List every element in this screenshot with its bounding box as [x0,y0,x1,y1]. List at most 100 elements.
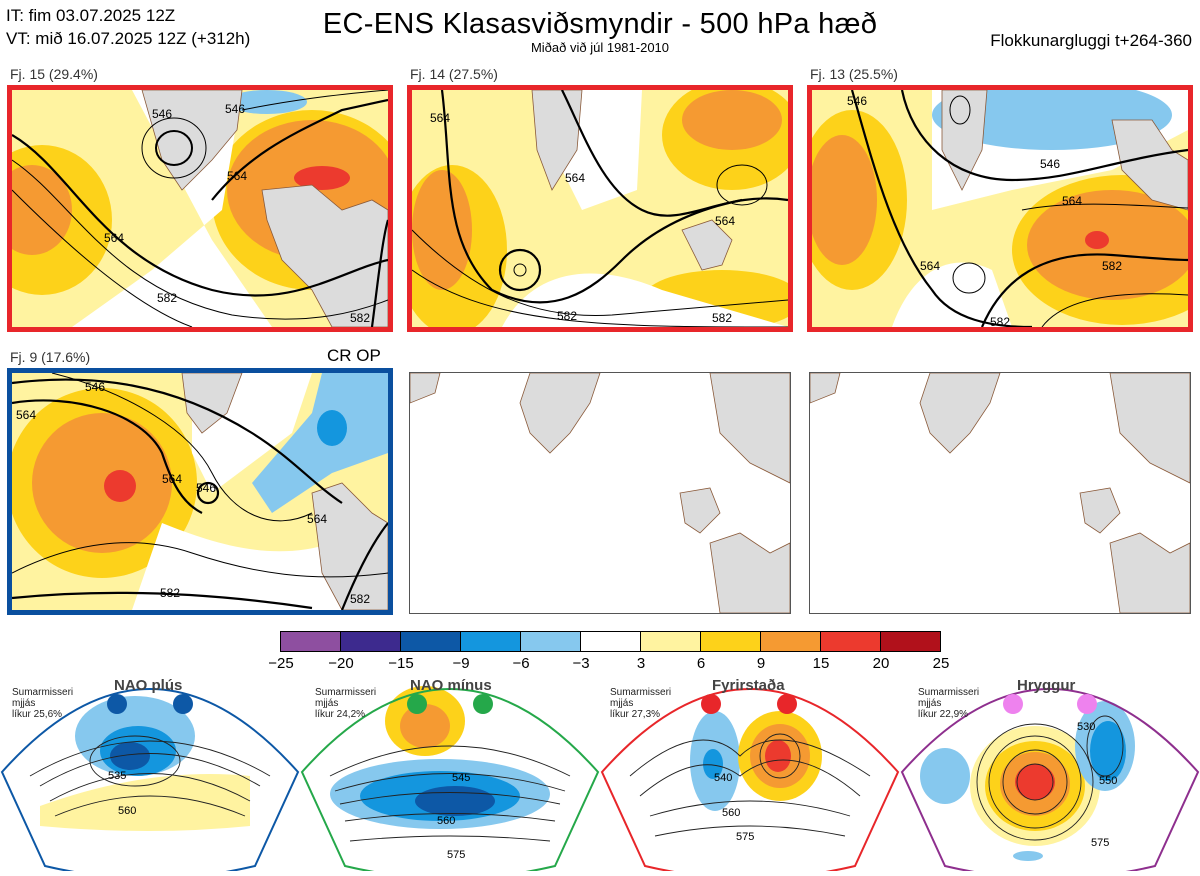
regime-fan-nao-plus [0,688,300,876]
regime-contour-label: 550 [1099,775,1117,787]
regime-metric: mjjás [12,698,36,709]
page-title: EC-ENS Klasasviðsmyndir - 500 hPa hæð [322,8,878,40]
contour-label: 564 [715,214,735,228]
cluster-map-2: 564 564 564 582 582 [407,85,793,332]
land-areas [141,90,388,327]
contour-label: 582 [557,309,577,323]
contour-label: 546 [847,94,867,108]
colorbar-tick-label: −6 [512,655,530,672]
contour-label: 582 [157,291,177,305]
anomaly-field [412,90,788,327]
regime-probability: líkur 24,2% [315,709,366,720]
empty-map-5 [409,372,791,614]
regime-info-nao-minus: Sumarmisseri mjjás líkur 24,2% [315,687,376,720]
classification-window: Flokkunargluggi t+264-360 [990,31,1192,50]
contour-label: 564 [430,111,450,125]
colorbar-tick-label: −25 [268,655,294,672]
colorbar-tick-label: 15 [812,655,830,672]
contour-label: 582 [160,586,180,600]
contour-label: 564 [565,171,585,185]
colorbar-segment [580,631,641,652]
regime-season: Sumarmisseri [315,687,377,698]
contour-label: 564 [162,472,182,486]
land-areas [531,90,733,271]
height-contours [850,90,1188,327]
colorbar [280,631,942,652]
contour-label: 546 [225,102,245,116]
colorbar-segment [280,631,341,652]
colorbar-tick-label: 3 [636,655,646,672]
empty-map-6 [809,372,1191,614]
contour-label: 564 [920,259,940,273]
regime-contour-label: 560 [722,807,740,819]
regime-fans: 535 560 545 560 575 540 560 575 530 550 … [0,686,1200,876]
regime-contour-label: 540 [714,772,732,784]
colorbar-tick-label: 25 [932,655,950,672]
contour-label: 564 [104,231,124,245]
colorbar-segment [460,631,521,652]
regime-contour-label: 530 [1077,721,1095,733]
regime-season: Sumarmisseri [610,687,672,698]
contour-label: 564 [1062,194,1082,208]
regime-info-ridge: Sumarmisseri mjjás líkur 22,9% [918,687,979,720]
colorbar-tick-label: −3 [572,655,590,672]
regime-info-blocking: Sumarmisseri mjjás líkur 27,3% [610,687,671,720]
colorbar-tick-label: 20 [872,655,890,672]
contour-label: 546 [196,481,216,495]
colorbar-segment [640,631,701,652]
initial-time: IT: fim 03.07.2025 12Z [6,6,176,25]
land-areas [810,373,1190,613]
regime-probability: líkur 27,3% [610,709,661,720]
contour-label: 546 [1040,157,1060,171]
colorbar-tick-label: 9 [756,655,766,672]
regime-probability: líkur 25,6% [12,709,63,720]
colorbar-tick-label: 6 [696,655,706,672]
cluster-map-4: 546 546 564 564 564 582 582 [7,368,393,615]
regime-fan-blocking [600,688,900,876]
colorbar-segment [880,631,941,652]
header-info: IT: fim 03.07.2025 12Z VT: mið 16.07.202… [6,4,250,50]
regime-season: Sumarmisseri [918,687,980,698]
contour-label: 582 [990,315,1010,327]
regime-info-nao-plus: Sumarmisseri mjjás líkur 25,6% [12,687,73,720]
colorbar-segment [700,631,761,652]
colorbar-segment [400,631,461,652]
regime-fan-nao-minus [300,686,600,876]
colorbar-segment [340,631,401,652]
regime-title-blocking: Fyrirstaða [712,677,785,694]
cluster-label-3: Fj. 13 (25.5%) [810,66,898,82]
contour-label: 546 [85,380,105,394]
colorbar-tick-label: −20 [328,655,354,672]
contour-label: 546 [152,107,172,121]
land-areas [181,373,388,610]
cluster-map-1: 546 546 564 564 582 582 [7,85,393,332]
regime-contour-label: 535 [108,770,126,782]
cluster-label-4: Fj. 9 (17.6%) [10,349,91,365]
contour-label: 582 [1102,259,1122,273]
land-areas [410,373,790,613]
regime-contour-label: 545 [452,772,470,784]
colorbar-segment [820,631,881,652]
control-operational-tag: CR OP [327,346,381,365]
regime-metric: mjjás [315,698,339,709]
regime-metric: mjjás [610,698,634,709]
contour-label: 564 [307,512,327,526]
regime-probability: líkur 22,9% [918,709,969,720]
regime-title-ridge: Hryggur [1017,677,1076,694]
height-contours [12,90,388,327]
regime-row: 535 560 545 560 575 540 560 575 530 550 … [0,676,1200,876]
contour-label: 582 [350,311,370,325]
regime-contour-label: 560 [437,815,455,827]
contour-label: 564 [227,169,247,183]
colorbar-segment [760,631,821,652]
regime-title-nao-plus: NAO plús [114,677,183,694]
colorbar-tick-label: −15 [388,655,414,672]
height-contours [412,90,788,327]
colorbar-segment [520,631,581,652]
regime-contour-label: 560 [118,805,136,817]
cluster-label-1: Fj. 15 (29.4%) [10,66,98,82]
colorbar-tick-label: −9 [452,655,470,672]
contour-label: 582 [350,592,370,606]
cluster-label-2: Fj. 14 (27.5%) [410,66,498,82]
regime-title-nao-minus: NAO mínus [410,677,492,694]
